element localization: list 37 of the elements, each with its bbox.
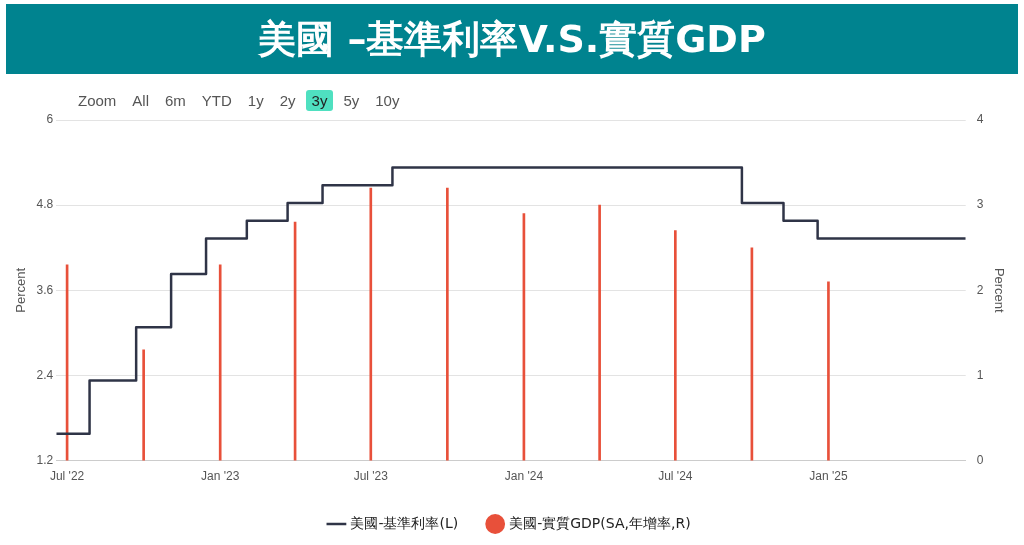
x-tick-label: Jul '23	[353, 469, 389, 484]
bar	[827, 281, 830, 461]
bar	[674, 230, 677, 461]
text: YTD	[200, 91, 233, 111]
text: 2y	[278, 91, 297, 111]
bar	[369, 187, 373, 461]
y2-tick-label: 3	[976, 197, 984, 212]
bar	[598, 204, 601, 461]
x-tick-label: Jul '22	[49, 469, 85, 484]
bar	[218, 264, 222, 461]
y2-tick-label: 2	[976, 282, 984, 297]
x-tick-label: Jan '23	[201, 469, 240, 484]
legend-label: 美國-基準利率(L)	[350, 514, 459, 531]
bar	[142, 349, 145, 461]
y-axis-title: Percent	[13, 267, 29, 313]
x-tick-label: Jan '24	[504, 469, 544, 484]
text: 5y	[342, 91, 361, 111]
y2-tick-label: 4	[976, 112, 984, 127]
chart-title: 美國 –基準利率V.S.實質GDP	[6, 4, 1018, 74]
text: 10y	[374, 91, 401, 111]
text: 3y	[305, 90, 334, 111]
y-tick-label: 1.2	[36, 452, 54, 467]
text: 6m	[164, 91, 187, 111]
text: Zoom	[77, 91, 118, 111]
y2-axis-title: Percent	[991, 267, 1007, 314]
y-tick-label: 6	[46, 112, 54, 127]
bar	[446, 187, 449, 461]
y2-tick-label: 1	[976, 367, 984, 382]
y-tick-label: 2.4	[36, 367, 54, 382]
y-tick-label: 3.6	[36, 282, 54, 297]
text: 1y	[246, 91, 265, 111]
y2-tick-label: 0	[976, 452, 984, 467]
y-tick-label: 4.8	[36, 197, 54, 212]
x-tick-label: Jan '25	[809, 469, 848, 484]
text: All	[131, 91, 150, 111]
legend-label: 美國-實質GDP(SA,年增率,R)	[509, 514, 691, 531]
x-tick-label: Jul '24	[658, 469, 693, 484]
